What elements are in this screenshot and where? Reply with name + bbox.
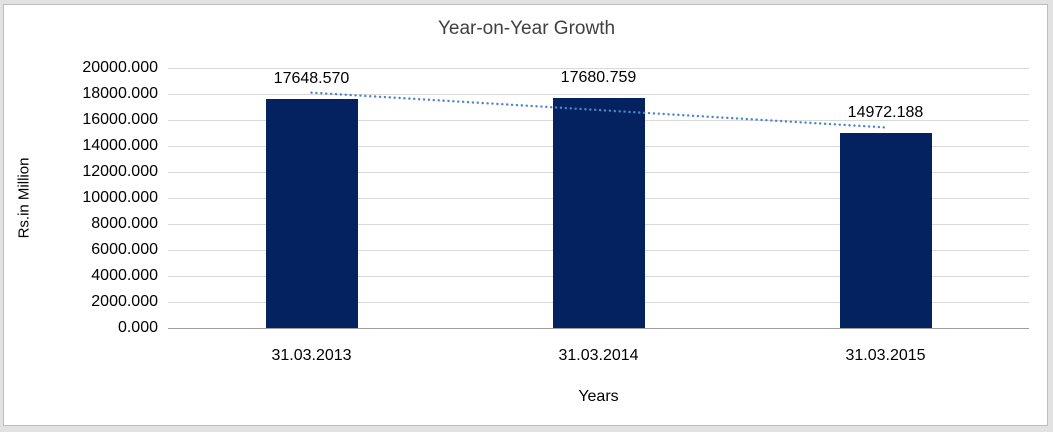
y-tick-label: 10000.000 bbox=[82, 189, 158, 206]
y-gridline bbox=[168, 93, 1029, 95]
y-tick-label: 0.000 bbox=[117, 319, 158, 336]
y-tick-label: 8000.000 bbox=[91, 215, 158, 232]
y-tick-label: 4000.000 bbox=[91, 267, 158, 284]
y-tick-label: 16000.000 bbox=[82, 111, 158, 128]
y-gridline bbox=[168, 67, 1029, 69]
x-tick-label: 31.03.2015 bbox=[845, 347, 926, 364]
y-tick-label: 2000.000 bbox=[91, 293, 158, 310]
y-tick-label: 20000.000 bbox=[82, 59, 158, 76]
y-tick-label: 14000.000 bbox=[82, 137, 158, 154]
x-tick-label: 31.03.2014 bbox=[558, 347, 639, 364]
y-tick-label: 12000.000 bbox=[82, 163, 158, 180]
bar-31.03.2015 bbox=[839, 133, 932, 328]
y-tick-label: 18000.000 bbox=[82, 85, 158, 102]
bar-value-label: 17680.759 bbox=[560, 69, 637, 87]
x-axis-title: Years bbox=[578, 388, 619, 405]
x-axis-line bbox=[168, 327, 1029, 329]
y-tick-label: 6000.000 bbox=[91, 241, 158, 258]
x-tick-label: 31.03.2013 bbox=[271, 347, 352, 364]
chart-title: Year-on-Year Growth bbox=[437, 18, 616, 39]
bar-value-label: 17648.570 bbox=[273, 69, 350, 87]
bar-31.03.2013 bbox=[265, 98, 358, 328]
bar-31.03.2014 bbox=[552, 98, 645, 328]
bar-value-label: 14972.188 bbox=[847, 104, 924, 122]
